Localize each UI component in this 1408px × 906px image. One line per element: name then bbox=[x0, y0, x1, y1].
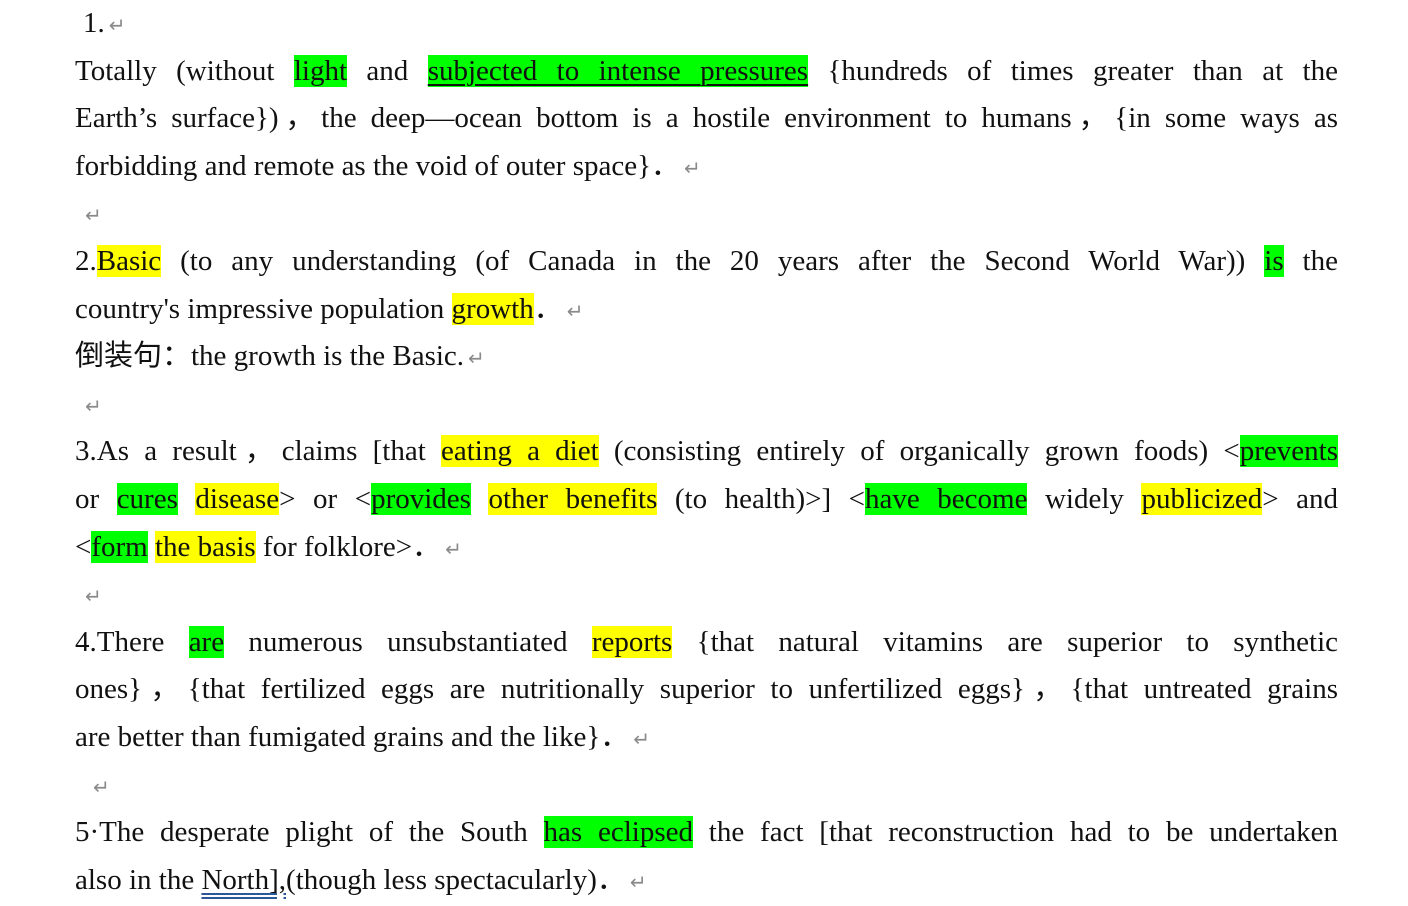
paragraph-mark-icon: ↵ bbox=[108, 13, 126, 37]
text-run: (to any understanding (of Canada in the … bbox=[161, 244, 1265, 277]
paragraph-5-line-1: 5·The desperate plight of the South has … bbox=[75, 809, 1338, 857]
highlight-yellow: Basic bbox=[96, 244, 162, 277]
text-run bbox=[178, 483, 196, 515]
highlight-green: form bbox=[91, 530, 148, 563]
text-run: (to health)>] < bbox=[657, 482, 866, 515]
paragraph-3-line-2: or cures disease> or <provides other ben… bbox=[75, 476, 1338, 524]
highlight-green: light bbox=[293, 54, 348, 87]
text-run: {hundreds of times greater than at the bbox=[808, 54, 1338, 87]
paragraph-mark-icon: ↵ bbox=[468, 346, 485, 371]
text-run: the bbox=[1283, 244, 1338, 277]
paragraph-2-line-3: 倒装句：the growth is the Basic. ↵ bbox=[75, 333, 1338, 381]
paragraph-2-line-1: 2.Basic (to any understanding (of Canada… bbox=[75, 238, 1338, 286]
empty-line: ↵ bbox=[75, 190, 1338, 238]
highlight-green: cures bbox=[116, 482, 178, 515]
paragraph-1-line-2: Earth’s surface})，the deep—ocean bottom … bbox=[75, 95, 1338, 143]
text-run: < bbox=[75, 530, 92, 563]
highlight-green: are bbox=[188, 625, 225, 658]
text-run: (consisting entirely of organically grow… bbox=[598, 435, 1240, 468]
text-run: 2. bbox=[75, 244, 97, 277]
highlight-green: is bbox=[1264, 244, 1284, 277]
text-run: 4.There bbox=[75, 625, 189, 658]
text-run: 5·The desperate plight of the South bbox=[75, 816, 544, 849]
paragraph-3-line-1: 3.As a result，claims [that eating a diet… bbox=[75, 428, 1338, 476]
text-run: 3.As a result，claims [that bbox=[75, 435, 441, 468]
paragraph-1-line-3: forbidding and remote as the void of out… bbox=[75, 143, 1338, 191]
paragraph-5-line-2: also in the North],(though less spectacu… bbox=[75, 857, 1338, 905]
paragraph-mark-icon: ↵ bbox=[629, 869, 647, 894]
text-run: ones}，{that fertilized eggs are nutritio… bbox=[75, 673, 1338, 706]
text-run bbox=[471, 483, 489, 515]
empty-line: ↵ bbox=[75, 381, 1338, 429]
double-underline: North], bbox=[201, 863, 287, 896]
highlight-yellow: eating a diet bbox=[441, 435, 599, 468]
highlight-yellow: the basis bbox=[154, 530, 256, 563]
text-run: are better than fumigated grains and the… bbox=[75, 720, 630, 753]
text-run bbox=[148, 531, 155, 563]
text-run: or bbox=[75, 482, 117, 515]
text-run: 倒装句：the growth is the Basic. bbox=[75, 340, 465, 373]
document-page: 1. ↵ Totally (without light and subjected… bbox=[75, 0, 1338, 904]
highlight-yellow: other benefits bbox=[488, 482, 658, 515]
text-run: widely bbox=[1027, 482, 1142, 515]
paragraph-mark-icon: ↵ bbox=[85, 584, 102, 609]
text-run: for folklore>． bbox=[255, 530, 442, 563]
highlight-green: subjected to intense pressures bbox=[427, 54, 809, 87]
paragraph-mark-icon: ↵ bbox=[633, 726, 651, 751]
paragraph-mark-icon: ↵ bbox=[93, 774, 110, 799]
paragraph-1-number-line: 1. ↵ bbox=[75, 0, 1338, 48]
text-run: numerous unsubstantiated bbox=[224, 625, 592, 658]
highlight-green: have become bbox=[865, 482, 1028, 515]
text-run: the fact [that reconstruction had to be … bbox=[693, 816, 1338, 849]
text-run: Totally (without bbox=[75, 54, 294, 87]
text-run: > or < bbox=[279, 482, 372, 515]
text-run: (though less spectacularly)． bbox=[286, 863, 626, 896]
empty-line: ↵ bbox=[75, 762, 1338, 810]
paragraph-4-line-1: 4.There are numerous unsubstantiated rep… bbox=[75, 619, 1338, 667]
text-run: and bbox=[347, 54, 428, 87]
paragraph-1-number: 1. bbox=[83, 7, 105, 39]
highlight-green: prevents bbox=[1239, 435, 1338, 468]
text-run: > and bbox=[1262, 482, 1338, 515]
highlight-green: has eclipsed bbox=[543, 816, 693, 849]
paragraph-4-line-3: are better than fumigated grains and the… bbox=[75, 714, 1338, 762]
highlight-yellow: growth bbox=[451, 292, 534, 325]
paragraph-mark-icon: ↵ bbox=[566, 298, 584, 323]
highlight-yellow: disease bbox=[195, 482, 280, 515]
text-run: {that natural vitamins are superior to s… bbox=[672, 625, 1338, 658]
paragraph-3-line-3: <form the basis for folklore>． ↵ bbox=[75, 524, 1338, 572]
highlight-yellow: publicized bbox=[1141, 482, 1263, 515]
empty-line: ↵ bbox=[75, 571, 1338, 619]
paragraph-mark-icon: ↵ bbox=[445, 536, 462, 561]
text-run: ． bbox=[533, 292, 563, 325]
paragraph-1-line-1: Totally (without light and subjected to … bbox=[75, 48, 1338, 96]
text-run: also in the bbox=[75, 863, 202, 896]
paragraph-2-line-2: country's impressive population growth． ↵ bbox=[75, 286, 1338, 334]
paragraph-mark-icon: ↵ bbox=[684, 155, 701, 180]
highlight-green: provides bbox=[371, 482, 471, 515]
paragraph-mark-icon: ↵ bbox=[85, 393, 102, 418]
text-run: country's impressive population bbox=[75, 292, 452, 325]
text-run: Earth’s surface})，the deep—ocean bottom … bbox=[75, 102, 1338, 135]
highlight-yellow: reports bbox=[591, 625, 673, 658]
text-run: forbidding and remote as the void of out… bbox=[75, 149, 681, 182]
paragraph-4-line-2: ones}，{that fertilized eggs are nutritio… bbox=[75, 666, 1338, 714]
paragraph-mark-icon: ↵ bbox=[85, 203, 102, 228]
